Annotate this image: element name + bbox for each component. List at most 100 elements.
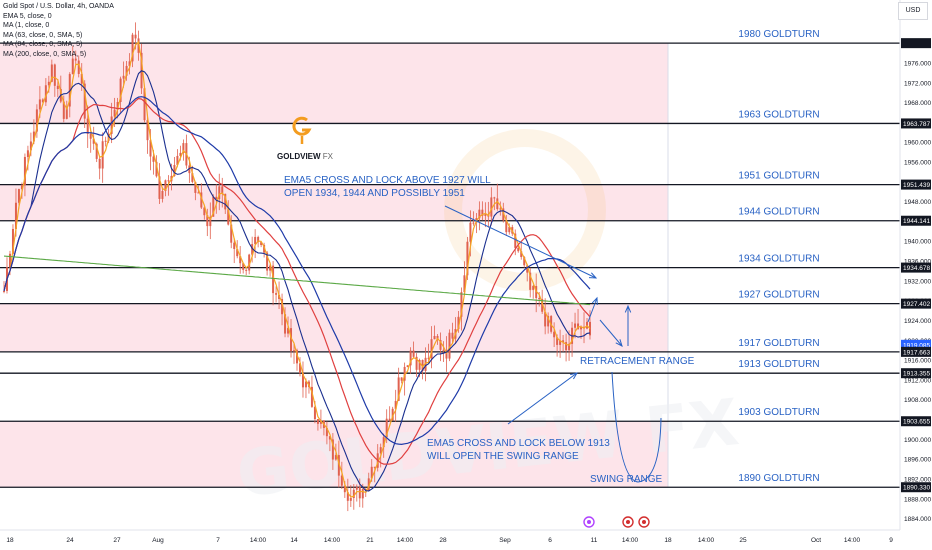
candle-body <box>310 386 313 407</box>
price-label-text: 1951.439 <box>903 182 930 189</box>
retrace-arrow <box>599 319 623 347</box>
candle-body <box>116 102 119 110</box>
candle-body <box>155 161 158 177</box>
candle-body <box>319 420 322 424</box>
candle-body <box>254 236 257 245</box>
candle-body <box>242 263 245 270</box>
candle-body <box>439 340 442 350</box>
x-tick-label: 18 <box>6 537 14 544</box>
drawing-layer[interactable] <box>444 205 662 483</box>
candle-body <box>352 489 355 499</box>
candle-body <box>358 487 361 499</box>
indicator-label[interactable]: MA (84, close, 0, SMA, 5) <box>3 41 83 48</box>
x-tick-label: 14:00 <box>698 537 715 544</box>
level-label: 1903 GOLDTURN <box>738 407 819 418</box>
candle-body <box>418 359 421 370</box>
candle-body <box>466 241 469 276</box>
x-tick-label: 14:00 <box>397 537 414 544</box>
price-label-text: 1963.787 <box>903 121 930 128</box>
y-tick-label: 1940.000 <box>904 239 931 246</box>
candle-body <box>92 138 95 144</box>
candle-body <box>20 185 23 190</box>
indicator-label[interactable]: EMA 5, close, 0 <box>3 12 52 20</box>
candle-body <box>427 357 430 359</box>
candle-body <box>227 209 230 225</box>
level-label: 1963 GOLDTURN <box>738 109 819 120</box>
rebound-arrow-head <box>624 304 632 313</box>
currency-button[interactable]: USD <box>898 2 928 20</box>
candle-body <box>35 109 38 132</box>
x-tick-label: Aug <box>152 537 164 544</box>
price-label-box <box>901 38 931 49</box>
candle-body <box>293 350 296 352</box>
candle-body <box>200 192 203 208</box>
event-marker-dot <box>587 520 591 524</box>
level-label: 1951 GOLDTURN <box>738 171 819 182</box>
candle-body <box>3 290 5 292</box>
indicator-label[interactable]: MA (1, close, 0 <box>3 22 50 29</box>
ema5-line <box>3 40 591 498</box>
candle-body <box>32 131 35 142</box>
time-axis[interactable]: 18 24 27 Aug 7 14:00 14 14:00 21 14:00 28 Sep 6 11 14:… <box>0 529 932 550</box>
event-markers[interactable] <box>583 516 650 528</box>
x-tick-label: 6 <box>548 537 552 544</box>
moving-average-layer <box>3 40 591 498</box>
price-axis[interactable]: 1884.000 1888.000 1892.000 1896.000 1900.000… <box>899 0 932 530</box>
indicator-label[interactable]: MA (63, close, 0, SMA, 5) <box>3 31 83 39</box>
candle-body <box>382 437 385 448</box>
candle-body <box>301 373 304 388</box>
price-label-box <box>901 215 931 226</box>
small-up-arrow <box>587 297 598 323</box>
candle-body <box>80 73 83 84</box>
candle-body <box>149 140 152 157</box>
candle-body <box>89 133 92 139</box>
candle-body <box>161 190 164 199</box>
candle-body <box>158 176 161 199</box>
candle-body <box>284 314 287 334</box>
x-tick-label: Sep <box>499 537 511 544</box>
indicator-label[interactable]: MA (200, close, 0, SMA, 5) <box>3 50 87 58</box>
ma-short-line <box>3 70 591 492</box>
price-label-text: 1903.655 <box>903 419 930 426</box>
y-tick-label: 1932.000 <box>904 278 931 285</box>
candle-body <box>433 335 436 340</box>
candle-body <box>236 248 239 257</box>
candle-body <box>197 192 200 194</box>
candle-body <box>71 58 74 75</box>
y-tick-label: 1916.000 <box>904 358 931 365</box>
candle-body <box>565 342 568 351</box>
candle-body <box>77 60 80 74</box>
x-tick-label: 24 <box>66 537 74 544</box>
x-tick-label: Oct <box>811 537 821 544</box>
candle-body <box>122 75 125 79</box>
candle-body <box>239 256 242 264</box>
price-label-box <box>901 368 931 379</box>
candle-body <box>553 331 556 338</box>
candle-body <box>406 365 409 367</box>
price-label-text: 1919.085 <box>903 342 930 349</box>
candle-body <box>502 208 505 221</box>
candle-body <box>248 254 251 271</box>
candle-body <box>580 326 583 330</box>
x-tick-label: 7 <box>216 537 220 544</box>
y-tick-label: 1968.000 <box>904 100 931 107</box>
retrace-arrow-head <box>615 339 623 347</box>
candle-body <box>125 65 128 76</box>
y-tick-label: 1960.000 <box>904 140 931 147</box>
x-tick-label: 28 <box>439 537 447 544</box>
candle-body <box>230 224 233 243</box>
candle-body <box>445 350 448 359</box>
candle-body <box>346 492 349 501</box>
candle-body <box>203 207 206 216</box>
candle-body <box>313 406 316 420</box>
candle-body <box>367 478 370 491</box>
candle-body <box>176 155 179 165</box>
candle-body <box>281 298 284 315</box>
price-label-box <box>901 262 931 273</box>
candle-body <box>263 244 266 253</box>
annotation-text: WILL OPEN THE SWING RANGE <box>427 451 579 462</box>
symbol-title[interactable]: Gold Spot / U.S. Dollar, 4h, OANDA <box>3 3 114 10</box>
y-tick-label: 1972.000 <box>904 80 931 87</box>
logo-text: GOLDVIEW FX <box>277 152 334 161</box>
